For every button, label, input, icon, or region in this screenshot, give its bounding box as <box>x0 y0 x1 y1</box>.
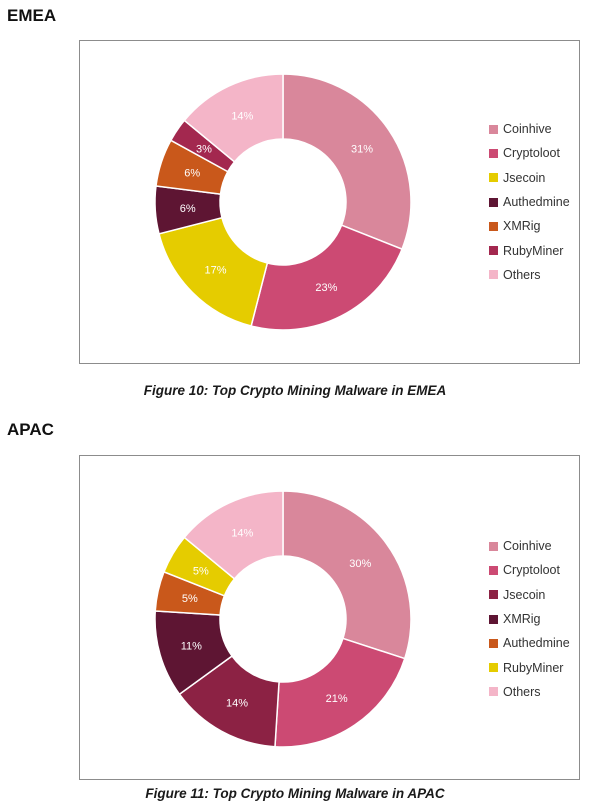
legend-swatch <box>489 124 498 134</box>
legend-item-cryptoloot-emea: Cryptoloot <box>489 141 570 165</box>
data-label-rubyminer-emea: 3% <box>196 143 212 155</box>
legend-item-rubyminer-apac: RubyMiner <box>489 655 570 679</box>
data-label-others-apac: 14% <box>231 528 253 540</box>
legend-label: Authedmine <box>503 195 570 210</box>
legend-item-jsecoin-emea: Jsecoin <box>489 166 570 190</box>
legend-label: RubyMiner <box>503 660 564 675</box>
slice-others-emea <box>183 73 284 163</box>
legend-label: Coinhive <box>503 122 552 137</box>
legend-label: Authedmine <box>503 636 570 651</box>
legend-item-xmrig-apac: XMRig <box>489 607 570 631</box>
legend-item-coinhive-apac: Coinhive <box>489 534 570 558</box>
legend-item-xmrig-emea: XMRig <box>489 214 570 238</box>
data-label-coinhive-emea: 31% <box>351 143 373 155</box>
legend-label: Others <box>503 684 541 699</box>
legend-swatch <box>489 270 498 280</box>
legend-swatch <box>489 541 498 551</box>
legend-emea: Coinhive Cryptoloot Jsecoin Authedmine XMRig… <box>489 117 570 287</box>
legend-swatch <box>489 614 498 624</box>
legend-item-rubyminer-emea: RubyMiner <box>489 238 570 262</box>
legend-label: Coinhive <box>503 539 552 554</box>
legend-swatch <box>489 221 498 231</box>
legend-label: RubyMiner <box>503 243 564 258</box>
data-label-authedmine-apac: 5% <box>182 593 198 605</box>
slice-cryptoloot-apac <box>274 637 406 748</box>
data-label-xmrig-emea: 6% <box>184 167 200 179</box>
legend-label: XMRig <box>503 219 541 234</box>
legend-swatch <box>489 638 498 648</box>
data-label-jsecoin-emea: 17% <box>204 265 226 277</box>
slice-cryptoloot-emea <box>250 224 403 331</box>
legend-item-authedmine-emea: Authedmine <box>489 190 570 214</box>
legend-label: Jsecoin <box>503 170 546 185</box>
region-heading-emea: EMEA <box>7 6 57 25</box>
legend-swatch <box>489 590 498 600</box>
figure-caption-emea: Figure 10: Top Crypto Mining Malware in … <box>143 383 447 398</box>
legend-item-authedmine-apac: Authedmine <box>489 631 570 655</box>
legend-label: XMRig <box>503 612 541 627</box>
data-label-rubyminer-apac: 5% <box>193 565 209 577</box>
legend-swatch <box>489 246 498 256</box>
legend-swatch <box>489 197 498 207</box>
data-label-cryptoloot-apac: 21% <box>326 693 348 705</box>
legend-label: Jsecoin <box>503 587 546 602</box>
donut-chart-emea: 31% 23% 17% 6% 6% 3% 14% <box>154 73 412 331</box>
slice-others-apac <box>183 490 284 580</box>
donut-chart-apac: 30% 21% 14% 11% 5% 5% 14% <box>154 490 412 748</box>
legend-item-coinhive-emea: Coinhive <box>489 117 570 141</box>
legend-swatch <box>489 173 498 183</box>
legend-label: Cryptoloot <box>503 146 560 161</box>
slice-coinhive-emea <box>282 73 412 251</box>
data-label-xmrig-apac: 11% <box>181 641 202 653</box>
figure-caption-apac: Figure 11: Top Crypto Mining Malware in … <box>145 786 445 801</box>
legend-swatch <box>489 663 498 673</box>
legend-item-others-apac: Others <box>489 680 570 704</box>
data-label-jsecoin-apac: 14% <box>226 698 248 710</box>
chart-apac: 30% 21% 14% 11% 5% 5% 14% Coinhive Cryptoloot Js… <box>79 455 580 780</box>
legend-swatch <box>489 687 498 697</box>
data-label-cryptoloot-emea: 23% <box>315 282 337 294</box>
legend-label: Cryptoloot <box>503 563 560 578</box>
legend-swatch <box>489 565 498 575</box>
slice-coinhive-apac <box>282 490 412 660</box>
legend-swatch <box>489 148 498 158</box>
legend-item-jsecoin-apac: Jsecoin <box>489 583 570 607</box>
data-label-authedmine-emea: 6% <box>180 203 196 215</box>
region-heading-apac: APAC <box>7 420 54 439</box>
legend-item-cryptoloot-apac: Cryptoloot <box>489 558 570 582</box>
legend-label: Others <box>503 267 541 282</box>
legend-item-others-emea: Others <box>489 263 570 287</box>
chart-emea: 31% 23% 17% 6% 6% 3% 14% Coinhive Cryptoloot Jse… <box>79 40 580 364</box>
data-label-others-emea: 14% <box>231 111 253 123</box>
data-label-coinhive-apac: 30% <box>349 558 371 570</box>
legend-apac: Coinhive Cryptoloot Jsecoin XMRig Authedmine… <box>489 534 570 704</box>
